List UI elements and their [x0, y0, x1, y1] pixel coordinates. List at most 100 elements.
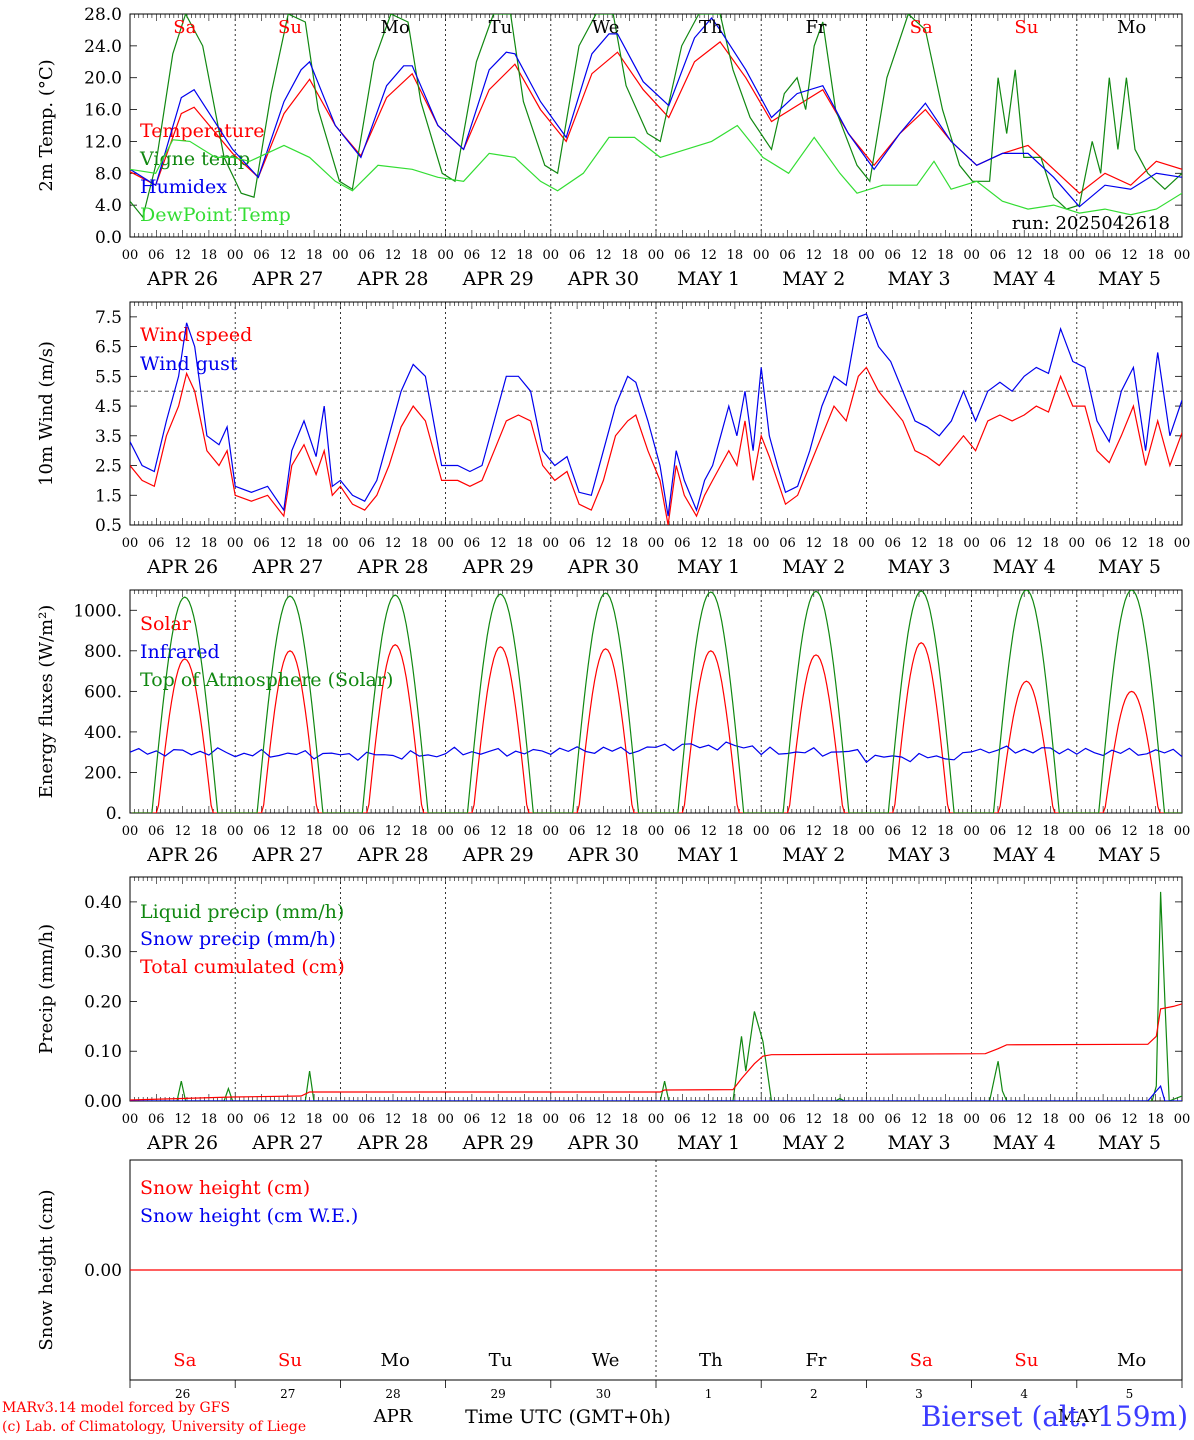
date-label: MAY 3 [887, 844, 950, 866]
hour-label: 00 [858, 248, 875, 263]
hour-label: 18 [937, 1112, 954, 1127]
hour-label: 18 [306, 1112, 323, 1127]
hour-label: 00 [122, 824, 139, 839]
legend-entry: Liquid precip (mm/h) [140, 901, 344, 923]
hour-label: 12 [174, 1112, 191, 1127]
y-tick-label: 4.0 [95, 196, 122, 216]
day-name: Su [278, 17, 302, 38]
hour-label: 18 [201, 536, 218, 551]
hour-label: 12 [911, 824, 928, 839]
hour-label: 06 [1095, 248, 1112, 263]
day-name: Fr [805, 1350, 826, 1371]
bottom-day-number: 29 [491, 1387, 506, 1401]
hour-label: 18 [411, 248, 428, 263]
date-label: MAY 4 [993, 844, 1056, 866]
hour-label: 12 [280, 824, 297, 839]
hour-label: 00 [332, 824, 349, 839]
legend-entry: Top of Atmosphere (Solar) [140, 669, 393, 691]
hour-label: 12 [1016, 1112, 1033, 1127]
y-tick-label: 600. [84, 682, 122, 702]
y-axis-label: 10m Wind (m/s) [36, 341, 57, 486]
hour-label: 12 [490, 248, 507, 263]
hour-label: 18 [727, 1112, 744, 1127]
legend-entry: Infrared [140, 641, 220, 663]
day-name: Sa [173, 1350, 196, 1371]
hour-label: 12 [174, 248, 191, 263]
date-label: MAY 2 [782, 556, 845, 578]
hour-label: 18 [832, 536, 849, 551]
date-label: MAY 2 [782, 1132, 845, 1154]
date-label: APR 29 [462, 268, 534, 290]
hour-label: 00 [858, 824, 875, 839]
bottom-day-number: 4 [1020, 1387, 1028, 1401]
day-name: Sa [910, 17, 933, 38]
hour-label: 12 [595, 248, 612, 263]
date-label: MAY 2 [782, 268, 845, 290]
station-label: Bierset (alt. 159m) [920, 1400, 1188, 1433]
hour-label: 18 [1042, 824, 1059, 839]
run-label: run: 2025042618 [1012, 213, 1170, 234]
hour-label: 12 [280, 1112, 297, 1127]
hour-label: 18 [727, 536, 744, 551]
series-line [130, 1003, 1182, 1101]
hour-label: 00 [963, 536, 980, 551]
hour-label: 12 [490, 536, 507, 551]
y-tick-label: 5.5 [95, 367, 122, 387]
hour-label: 06 [884, 1112, 901, 1127]
hour-label: 00 [122, 248, 139, 263]
y-tick-label: 1000. [73, 601, 122, 621]
series-line [130, 891, 1182, 1101]
day-name: Th [699, 1350, 723, 1371]
hour-label: 00 [963, 1112, 980, 1127]
date-label: APR 27 [251, 844, 323, 866]
hour-label: 00 [1069, 536, 1086, 551]
hour-label: 00 [437, 248, 454, 263]
legend-entry: Vigne temp [139, 148, 250, 170]
y-tick-label: 0.5 [95, 516, 122, 536]
y-tick-label: 16.0 [84, 101, 122, 121]
hour-label: 18 [516, 536, 533, 551]
date-label: APR 27 [251, 556, 323, 578]
bottom-month-label: MAY [1058, 1406, 1102, 1427]
hour-label: 18 [621, 824, 638, 839]
hour-label: 06 [569, 248, 586, 263]
hour-label: 00 [437, 536, 454, 551]
hour-label: 12 [1016, 536, 1033, 551]
hour-label: 12 [1016, 248, 1033, 263]
hour-label: 12 [806, 824, 823, 839]
hour-label: 18 [1042, 1112, 1059, 1127]
hour-label: 18 [621, 536, 638, 551]
day-name: Fr [805, 17, 826, 38]
hour-label: 18 [727, 824, 744, 839]
hour-label: 12 [1121, 1112, 1138, 1127]
y-tick-label: 0.00 [84, 1261, 122, 1281]
date-label: APR 30 [567, 1132, 639, 1154]
bottom-day-number: 3 [915, 1387, 923, 1401]
hour-label: 00 [122, 536, 139, 551]
hour-label: 18 [516, 1112, 533, 1127]
hour-label: 18 [832, 248, 849, 263]
y-axis-label: Snow height (cm) [36, 1189, 57, 1350]
hour-label: 12 [595, 536, 612, 551]
y-tick-label: 0.20 [84, 992, 122, 1012]
hour-ticks [129, 302, 1183, 525]
hour-label: 00 [227, 824, 244, 839]
hour-label: 12 [1121, 248, 1138, 263]
hour-label: 00 [1174, 248, 1191, 263]
hour-label: 00 [753, 248, 770, 263]
series-line [130, 366, 1182, 525]
hour-label: 06 [569, 824, 586, 839]
hour-label: 00 [858, 1112, 875, 1127]
hour-label: 00 [648, 536, 665, 551]
hour-label: 06 [990, 536, 1007, 551]
hour-label: 12 [174, 824, 191, 839]
hour-label: 06 [990, 824, 1007, 839]
hour-label: 00 [437, 1112, 454, 1127]
y-axis-label: Energy fluxes (W/m²) [36, 605, 57, 799]
hour-label: 06 [148, 248, 165, 263]
hour-label: 06 [1095, 1112, 1112, 1127]
hour-label: 00 [543, 1112, 560, 1127]
hour-label: 12 [911, 536, 928, 551]
bottom-ticks [129, 1380, 1183, 1388]
